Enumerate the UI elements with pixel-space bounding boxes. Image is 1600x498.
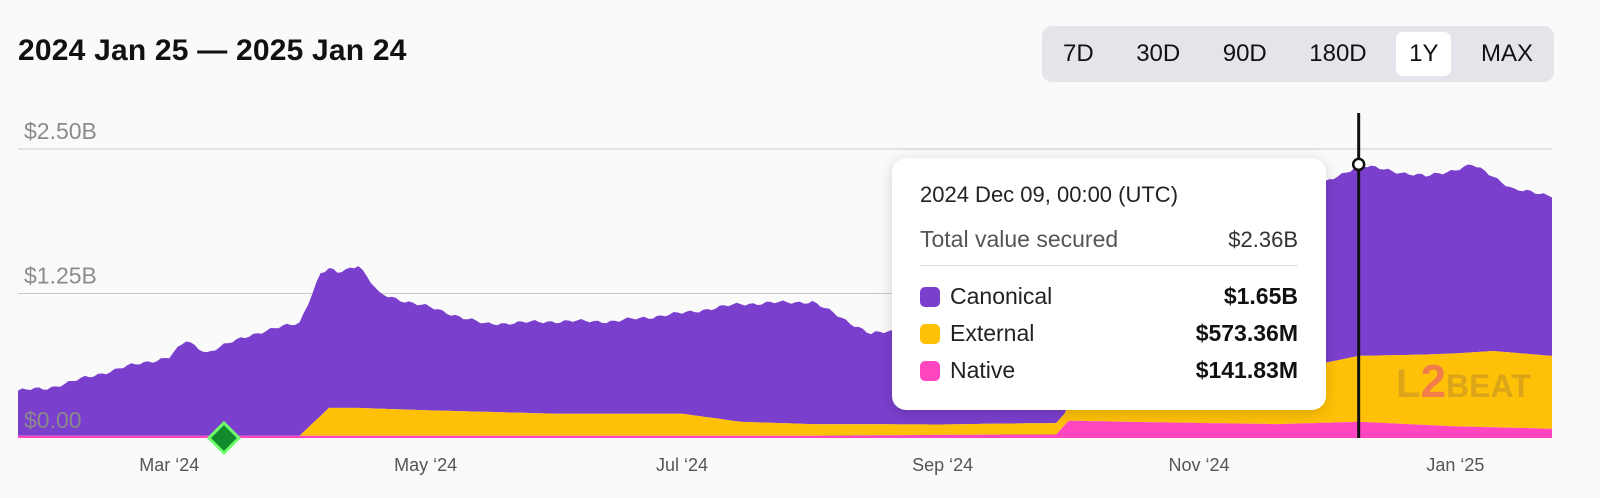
x-tick-label: Jul ‘24: [656, 455, 708, 475]
area-native: [18, 420, 1552, 438]
tooltip-canonical-label: Canonical: [950, 283, 1053, 309]
tooltip-canonical-value: $1.65B: [1223, 283, 1298, 309]
tooltip-external-value: $573.36M: [1195, 320, 1298, 346]
tooltip-row-native: Native $141.83M: [920, 352, 1298, 389]
x-axis: Mar ‘24 May ‘24 Jul ‘24 Sep ‘24 Nov ‘24 Jan ‘…: [139, 455, 1484, 475]
tooltip-total-value: $2.36B: [1228, 226, 1298, 252]
tooltip-row-external: External $573.36M: [920, 315, 1298, 352]
milestone-marker: [206, 420, 242, 456]
x-tick-label: Sep ‘24: [912, 455, 973, 475]
range-180d-button[interactable]: 180D: [1309, 40, 1367, 67]
tooltip-total-label: Total value secured: [920, 226, 1119, 252]
x-tick-label: Nov ‘24: [1168, 455, 1229, 475]
page-title: 2024 Jan 25 — 2025 Jan 24: [18, 34, 407, 67]
y-tick-label: $0.00: [24, 407, 82, 433]
external-swatch: [920, 323, 940, 344]
range-1y-button[interactable]: 1Y: [1396, 32, 1452, 76]
tooltip-date: 2024 Dec 09, 00:00 (UTC): [920, 182, 1179, 207]
x-tick-label: Mar ‘24: [139, 455, 199, 475]
l2beat-logo: L2BEAT: [1396, 355, 1531, 407]
y-tick-label: $2.50B: [24, 118, 97, 144]
tooltip-native-label: Native: [950, 357, 1016, 383]
tooltip-total-row: Total value secured $2.36B: [920, 226, 1298, 266]
x-tick-label: May ‘24: [394, 455, 457, 475]
range-max-button[interactable]: MAX: [1480, 40, 1533, 67]
range-90d-button[interactable]: 90D: [1222, 40, 1267, 67]
area-external: [18, 351, 1552, 436]
time-range-selector: 7D 30D 90D 180D 1Y MAX: [1042, 26, 1554, 82]
tooltip-native-value: $141.83M: [1195, 357, 1298, 383]
y-axis: $0.00 $1.25B $2.50B: [24, 118, 97, 433]
tooltip-row-canonical: Canonical $1.65B: [920, 278, 1298, 315]
chart-overlay: [206, 113, 1366, 456]
y-tick-label: $1.25B: [24, 263, 97, 289]
x-tick-label: Jan ‘25: [1426, 455, 1484, 475]
chart-tooltip: 2024 Dec 09, 00:00 (UTC) Total value sec…: [892, 158, 1326, 410]
range-30d-button[interactable]: 30D: [1136, 40, 1181, 67]
range-7d-button[interactable]: 7D: [1063, 40, 1094, 67]
canonical-swatch: [920, 286, 940, 307]
native-swatch: [920, 360, 940, 381]
tooltip-external-label: External: [950, 320, 1035, 346]
hover-point: [1351, 157, 1366, 172]
